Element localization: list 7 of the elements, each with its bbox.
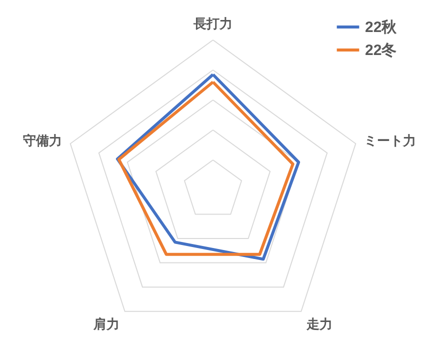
spoke-label: ミート力 bbox=[364, 132, 416, 148]
spoke-label: 守備力 bbox=[22, 132, 62, 148]
spoke-label: 肩力 bbox=[92, 316, 120, 332]
spoke-label: 長打力 bbox=[192, 16, 232, 31]
legend-label: 22秋 bbox=[365, 19, 398, 36]
spoke-label: 走力 bbox=[305, 316, 332, 332]
legend-label: 22冬 bbox=[365, 42, 397, 59]
